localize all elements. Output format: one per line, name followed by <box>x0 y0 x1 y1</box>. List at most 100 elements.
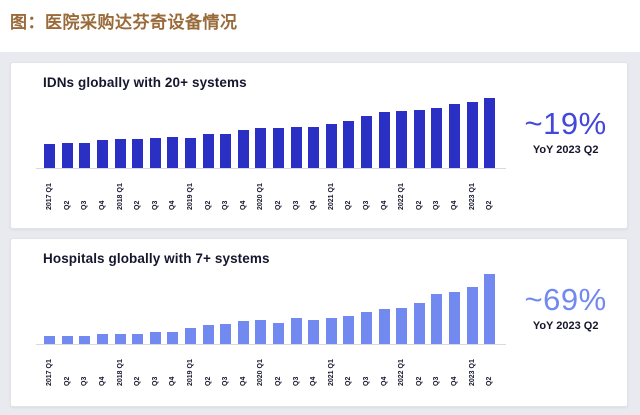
bar <box>79 335 91 344</box>
bar-slot: 2023 Q1 <box>463 98 481 210</box>
bar <box>97 140 109 168</box>
bar <box>167 137 179 168</box>
bar-slot: Q4 <box>164 274 182 386</box>
x-tick-label: 2017 Q1 <box>46 183 54 210</box>
bar-slot: Q2 <box>59 274 77 386</box>
x-tick-label: Q2 <box>134 200 142 210</box>
bar <box>431 107 443 168</box>
bar <box>413 109 425 168</box>
bar-slot: Q3 <box>428 98 446 210</box>
x-tick-label: Q4 <box>310 200 318 210</box>
bar-slot: 2022 Q1 <box>393 98 411 210</box>
x-tick-label: Q3 <box>362 376 370 386</box>
bar <box>202 325 214 344</box>
bar <box>448 104 460 168</box>
bar-slot: Q4 <box>446 274 464 386</box>
bar-slot: 2018 Q1 <box>111 98 129 210</box>
growth-label-hospitals: YoY 2023 Q2 <box>532 319 599 332</box>
bar <box>185 137 197 168</box>
bar <box>237 320 249 344</box>
bar-slot: Q4 <box>375 274 393 386</box>
x-tick-label: 2019 Q1 <box>187 183 195 210</box>
x-tick-label: Q2 <box>415 376 423 386</box>
x-tick-label: Q3 <box>81 376 89 386</box>
bar-slot: 2018 Q1 <box>111 274 129 386</box>
x-tick-label: Q3 <box>292 200 300 210</box>
bar <box>325 318 337 344</box>
bar-slot: 2021 Q1 <box>323 98 341 210</box>
x-tick-label: Q2 <box>345 200 353 210</box>
x-tick-label: Q4 <box>450 200 458 210</box>
x-tick-label: Q4 <box>310 376 318 386</box>
bar <box>220 134 232 168</box>
bar-slot: 2023 Q1 <box>463 274 481 386</box>
x-tick-label: Q2 <box>204 376 212 386</box>
chart-card-hospitals: Hospitals globally with 7+ systems 2017 … <box>10 238 628 407</box>
bar <box>220 324 232 344</box>
x-tick-label: Q3 <box>222 376 230 386</box>
bar-slot: Q2 <box>270 98 288 210</box>
bar <box>308 126 320 168</box>
x-tick-label: Q2 <box>486 376 494 386</box>
x-tick-label: Q2 <box>345 376 353 386</box>
bar-slot: Q2 <box>340 98 358 210</box>
bar-slot: Q4 <box>446 98 464 210</box>
bar <box>237 130 249 168</box>
bar-slot: Q3 <box>358 98 376 210</box>
bar <box>448 292 460 344</box>
bar-slot: Q3 <box>217 98 235 210</box>
x-tick-label: 2017 Q1 <box>46 359 54 386</box>
bar-chart-idns: 2017 Q1 Q2 Q3 Q4 2018 Q1 Q2 Q3 Q4 2019 Q1 Q2 Q3 Q4 2… <box>36 98 507 210</box>
x-tick-label: 2018 Q1 <box>116 359 124 386</box>
bar <box>466 101 478 168</box>
x-tick-label: Q2 <box>134 376 142 386</box>
x-tick-label: Q3 <box>222 200 230 210</box>
growth-value-idns: ~19% <box>524 106 607 141</box>
x-tick-label: 2023 Q1 <box>468 359 476 386</box>
chart-card-idns: IDNs globally with 20+ systems 2017 Q1 Q2… <box>10 62 628 229</box>
bar <box>484 274 496 344</box>
bar <box>466 286 478 344</box>
bar-slot: Q2 <box>410 274 428 386</box>
x-tick-label: 2023 Q1 <box>468 183 476 210</box>
bar <box>413 302 425 344</box>
bar-chart-hospitals: 2017 Q1 Q2 Q3 Q4 2018 Q1 Q2 Q3 Q4 2019 Q1 Q2 Q3 Q4 2… <box>36 274 507 386</box>
x-tick-label: Q4 <box>450 376 458 386</box>
x-tick-label: Q3 <box>151 200 159 210</box>
page-title: 图：医院采购达芬奇设备情况 <box>10 13 238 32</box>
bar-slot: 2019 Q1 <box>182 274 200 386</box>
chart-title-hospitals: Hospitals globally with 7+ systems <box>43 251 270 266</box>
annotation-hospitals: ~69% YoY 2023 Q2 <box>504 270 627 332</box>
bar-slot: Q3 <box>428 274 446 386</box>
bar-slot: Q2 <box>129 274 147 386</box>
bar <box>290 127 302 168</box>
bar-slot: Q3 <box>287 274 305 386</box>
bar-slot: Q3 <box>147 274 165 386</box>
x-tick-label: 2020 Q1 <box>257 183 265 210</box>
bar <box>290 318 302 344</box>
bar-slot: Q2 <box>129 98 147 210</box>
bar-slot: Q4 <box>305 274 323 386</box>
bar <box>185 327 197 344</box>
bar-slot: 2021 Q1 <box>323 274 341 386</box>
bar <box>114 139 126 168</box>
bar <box>484 98 496 168</box>
bar-slot: Q2 <box>199 274 217 386</box>
bar-slot: 2020 Q1 <box>252 274 270 386</box>
bar <box>97 333 109 344</box>
bar <box>44 335 56 344</box>
bar-slot: Q2 <box>199 98 217 210</box>
x-tick-label: Q3 <box>362 200 370 210</box>
bar-slot: Q4 <box>164 98 182 210</box>
bar <box>343 121 355 168</box>
x-tick-label: Q4 <box>169 200 177 210</box>
bar <box>79 142 91 168</box>
x-tick-label: 2019 Q1 <box>187 359 195 386</box>
x-tick-label: Q4 <box>99 376 107 386</box>
bar <box>255 319 267 344</box>
x-tick-label: Q2 <box>63 376 71 386</box>
bar <box>132 139 144 168</box>
bar <box>378 309 390 344</box>
bar-slot: Q3 <box>76 274 94 386</box>
x-tick-label: Q4 <box>169 376 177 386</box>
